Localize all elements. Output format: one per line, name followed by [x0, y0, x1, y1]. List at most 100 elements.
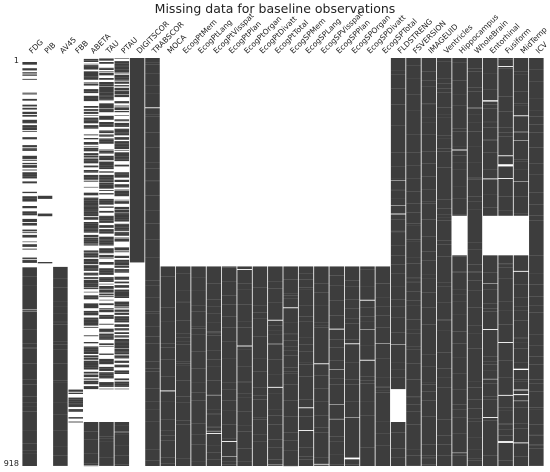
present-segment — [529, 273, 544, 285]
present-segment — [99, 258, 114, 260]
present-segment — [114, 214, 130, 216]
present-segment — [482, 364, 498, 371]
present-segment — [513, 381, 529, 390]
present-segment — [114, 364, 130, 366]
present-segment — [99, 177, 114, 180]
present-segment — [22, 169, 37, 171]
present-segment — [206, 283, 222, 300]
present-segment — [406, 78, 421, 95]
present-segment — [390, 286, 406, 300]
present-segment — [406, 191, 421, 204]
present-segment — [467, 131, 483, 147]
present-segment — [22, 114, 37, 117]
present-segment — [99, 343, 114, 346]
present-segment — [83, 253, 99, 256]
present-segment — [145, 85, 160, 94]
present-segment — [482, 342, 498, 357]
present-segment — [390, 264, 406, 274]
present-segment — [99, 84, 114, 87]
present-segment — [191, 334, 206, 338]
present-segment — [22, 165, 37, 168]
present-segment — [529, 296, 544, 306]
present-segment — [421, 134, 437, 152]
column-ecogpttotal — [268, 266, 283, 466]
present-segment — [329, 454, 345, 458]
present-segment — [83, 439, 99, 454]
present-segment — [529, 312, 544, 318]
present-segment — [53, 301, 68, 307]
present-segment — [114, 259, 130, 262]
present-segment — [298, 273, 314, 280]
present-segment — [452, 58, 467, 63]
present-segment — [53, 414, 68, 415]
present-segment — [99, 388, 114, 390]
present-segment — [390, 362, 406, 370]
present-segment — [160, 430, 176, 436]
present-segment — [482, 255, 498, 273]
present-segment — [390, 457, 406, 466]
present-segment — [406, 411, 421, 425]
present-segment — [529, 81, 544, 94]
present-segment — [314, 463, 329, 465]
present-segment — [175, 266, 191, 274]
present-segment — [283, 308, 298, 323]
present-segment — [160, 435, 176, 441]
present-segment — [83, 250, 99, 252]
present-segment — [53, 394, 68, 403]
present-segment — [390, 198, 406, 206]
present-segment — [175, 361, 191, 364]
present-segment — [114, 232, 130, 234]
present-segment — [298, 447, 314, 457]
present-segment — [529, 444, 544, 446]
present-segment — [99, 290, 114, 293]
present-segment — [22, 270, 37, 277]
present-segment — [360, 401, 375, 416]
present-segment — [406, 225, 421, 240]
present-segment — [221, 266, 237, 268]
present-segment — [22, 348, 37, 364]
present-segment — [268, 325, 283, 331]
present-segment — [22, 384, 37, 386]
present-segment — [513, 213, 529, 216]
present-segment — [298, 430, 314, 448]
present-segment — [145, 74, 160, 86]
present-segment — [175, 458, 191, 466]
present-segment — [298, 351, 314, 363]
present-segment — [452, 155, 467, 163]
present-segment — [83, 119, 99, 121]
present-segment — [83, 371, 99, 374]
present-segment — [83, 209, 99, 211]
present-segment — [329, 436, 345, 438]
present-segment — [268, 393, 283, 410]
present-segment — [390, 74, 406, 89]
present-segment — [22, 206, 37, 209]
present-segment — [406, 203, 421, 213]
present-segment — [114, 66, 130, 70]
present-segment — [53, 382, 68, 394]
present-segment — [114, 434, 130, 446]
present-segment — [375, 410, 391, 422]
present-segment — [406, 281, 421, 283]
present-segment — [406, 346, 421, 348]
present-segment — [22, 386, 37, 397]
present-segment — [221, 464, 237, 466]
present-segment — [68, 397, 84, 400]
present-segment — [83, 265, 99, 266]
present-segment — [83, 225, 99, 229]
present-segment — [175, 341, 191, 345]
present-segment — [452, 314, 467, 332]
column-ecogptorgan — [237, 266, 252, 466]
present-segment — [268, 344, 283, 360]
present-segment — [145, 195, 160, 211]
present-segment — [22, 145, 37, 148]
present-segment — [99, 165, 114, 168]
present-segment — [482, 420, 498, 438]
present-segment — [452, 198, 467, 215]
present-segment — [513, 270, 529, 271]
present-segment — [99, 299, 114, 301]
present-segment — [99, 375, 114, 378]
present-segment — [114, 227, 130, 230]
present-segment — [436, 320, 452, 331]
present-segment — [406, 110, 421, 126]
present-segment — [252, 434, 268, 442]
